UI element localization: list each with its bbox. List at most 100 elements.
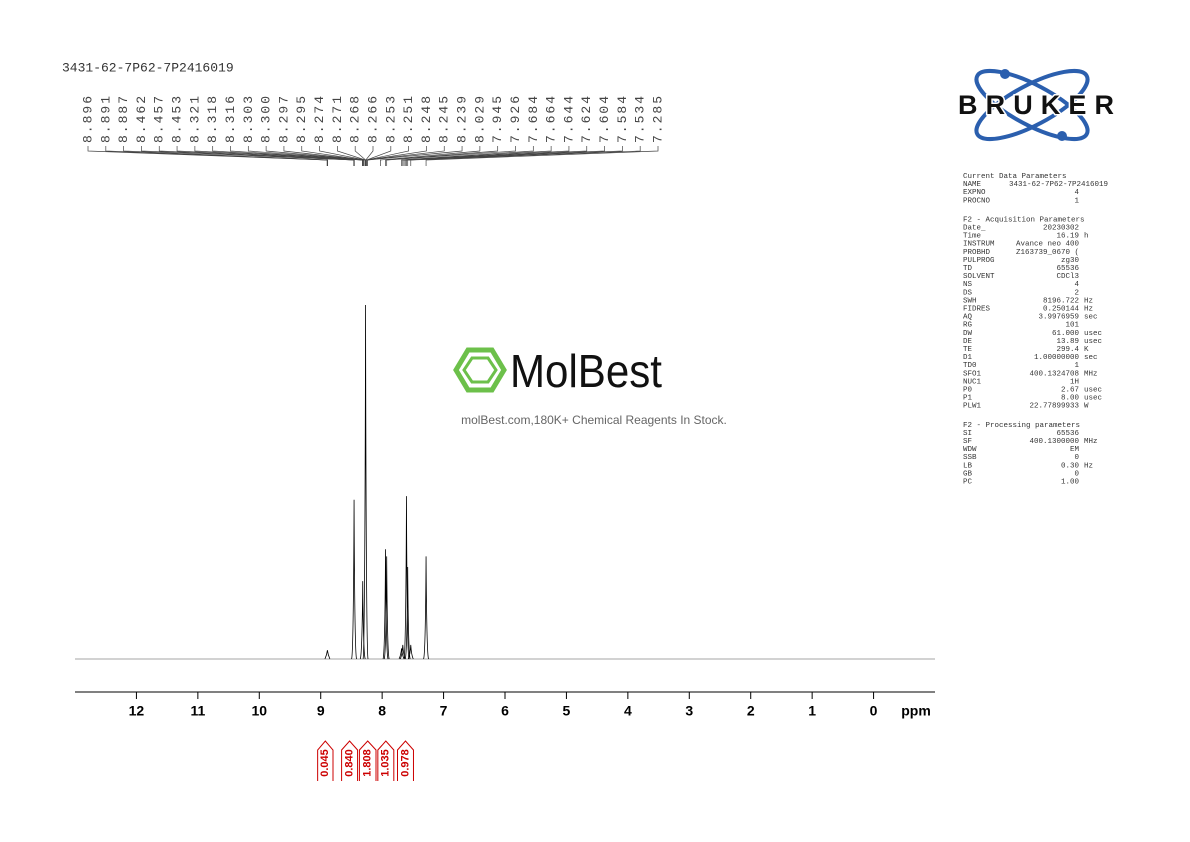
peak-label: 8.295 bbox=[294, 94, 309, 143]
param-unit: usec bbox=[1084, 330, 1102, 338]
peak-label: 7.285 bbox=[650, 94, 665, 143]
x-tick-label: 11 bbox=[190, 703, 205, 719]
param-name: DE bbox=[963, 338, 973, 346]
peak-label: 8.274 bbox=[312, 94, 327, 143]
param-value: EM bbox=[1070, 446, 1080, 454]
peak-connector bbox=[404, 146, 588, 166]
peak bbox=[383, 556, 390, 660]
tagline: molBest.com,180K+ Chemical Reagents In S… bbox=[461, 413, 727, 427]
param-unit: W bbox=[1084, 403, 1089, 411]
param-name: TD bbox=[963, 265, 973, 273]
peak-label: 8.253 bbox=[383, 94, 398, 143]
param-name: DW bbox=[963, 330, 973, 338]
param-value: 4 bbox=[1074, 281, 1079, 289]
peak-connector bbox=[425, 146, 659, 166]
peak bbox=[362, 304, 369, 660]
peak-label: 7.644 bbox=[561, 94, 576, 143]
param-unit: sec bbox=[1084, 314, 1098, 322]
x-tick-label: 2 bbox=[747, 703, 755, 719]
x-tick-label: 10 bbox=[251, 703, 267, 719]
param-value: 61.000 bbox=[1052, 330, 1080, 338]
param-name: TD0 bbox=[963, 362, 977, 370]
param-unit: sec bbox=[1084, 354, 1098, 362]
peak bbox=[382, 549, 389, 660]
x-tick-label: 7 bbox=[440, 703, 448, 719]
peak-label: 8.321 bbox=[187, 94, 202, 143]
param-name: PROBHD bbox=[963, 249, 991, 257]
peak bbox=[398, 648, 405, 660]
integral-bracket bbox=[397, 740, 414, 781]
peak-label: 7.604 bbox=[597, 94, 612, 143]
param-value: 400.1300000 bbox=[1029, 438, 1079, 446]
peak-label: 8.453 bbox=[170, 94, 185, 143]
param-value: 65536 bbox=[1056, 430, 1079, 438]
peak-label: 8.297 bbox=[276, 94, 291, 143]
param-value: 400.1324708 bbox=[1029, 370, 1079, 378]
peak-label: 8.266 bbox=[365, 94, 380, 143]
param-section-title: F2 - Processing parameters bbox=[963, 422, 1080, 430]
param-name: TE bbox=[963, 346, 973, 354]
integral-bracket bbox=[317, 740, 334, 781]
peak-connector bbox=[366, 146, 445, 166]
peak-connector bbox=[401, 146, 534, 166]
param-unit: MHz bbox=[1084, 438, 1098, 446]
param-name: SF bbox=[963, 438, 972, 446]
param-name: NS bbox=[963, 281, 973, 289]
peak-label: 8.462 bbox=[134, 94, 149, 143]
peak-connector bbox=[410, 146, 641, 166]
param-value: 0 bbox=[1074, 470, 1079, 478]
peak-label: 7.624 bbox=[579, 94, 594, 143]
peak-label: 7.926 bbox=[508, 94, 523, 143]
param-value: 8.00 bbox=[1061, 395, 1080, 403]
param-value: 2.67 bbox=[1061, 386, 1079, 394]
param-name: RG bbox=[963, 322, 973, 330]
peak-connector bbox=[386, 146, 516, 166]
peak-label: 7.584 bbox=[615, 94, 630, 143]
param-name: SSB bbox=[963, 454, 977, 462]
param-section-title: F2 - Acquisition Parameters bbox=[963, 216, 1085, 224]
x-tick-label: 0 bbox=[870, 703, 878, 719]
param-name: WDW bbox=[963, 446, 977, 454]
param-name: NUC1 bbox=[963, 378, 982, 386]
peak-label: 7.664 bbox=[544, 94, 559, 143]
x-tick-label: 9 bbox=[317, 703, 325, 719]
x-tick-label: 8 bbox=[378, 703, 386, 719]
param-unit: Hz bbox=[1084, 462, 1093, 470]
peak-connector bbox=[365, 146, 374, 166]
peak bbox=[407, 644, 414, 660]
param-name: P1 bbox=[963, 395, 973, 403]
peak-label: 8.318 bbox=[205, 94, 220, 143]
param-name: DS bbox=[963, 289, 973, 297]
param-unit: usec bbox=[1084, 338, 1102, 346]
peak-connector bbox=[176, 146, 355, 166]
param-name: PLW1 bbox=[963, 403, 982, 411]
param-name: SI bbox=[963, 430, 972, 438]
x-tick-label: 6 bbox=[501, 703, 509, 719]
peak-label: 7.534 bbox=[633, 94, 648, 143]
peak-label: 8.300 bbox=[259, 94, 274, 143]
peak-connector bbox=[385, 146, 499, 166]
param-name: INSTRUM bbox=[963, 241, 995, 249]
param-name: Time bbox=[963, 233, 981, 241]
molbest-text: MolBest bbox=[510, 345, 662, 397]
param-value: Avance neo 400 bbox=[1016, 241, 1080, 249]
param-value: 299.4 bbox=[1056, 346, 1079, 354]
param-value: 1 bbox=[1074, 362, 1079, 370]
param-name: EXPNO bbox=[963, 189, 986, 197]
param-unit: Hz bbox=[1084, 305, 1093, 313]
peak-label: 8.248 bbox=[419, 94, 434, 143]
param-name: NAME bbox=[963, 181, 982, 189]
param-name: SFO1 bbox=[963, 370, 982, 378]
param-value: zg30 bbox=[1061, 257, 1080, 265]
x-tick-label: 12 bbox=[129, 703, 145, 719]
peak-connector bbox=[407, 146, 623, 166]
param-unit: h bbox=[1084, 233, 1089, 241]
peak-connector bbox=[301, 146, 365, 166]
param-name: P0 bbox=[963, 386, 973, 394]
integral-label: 1.035 bbox=[380, 749, 392, 777]
peak-connector bbox=[403, 146, 570, 166]
param-value: 8196.722 bbox=[1043, 297, 1079, 305]
param-value: 1 bbox=[1074, 197, 1079, 205]
molbest-logo: MolBest molBest.com,180K+ Chemical Reage… bbox=[453, 345, 727, 427]
